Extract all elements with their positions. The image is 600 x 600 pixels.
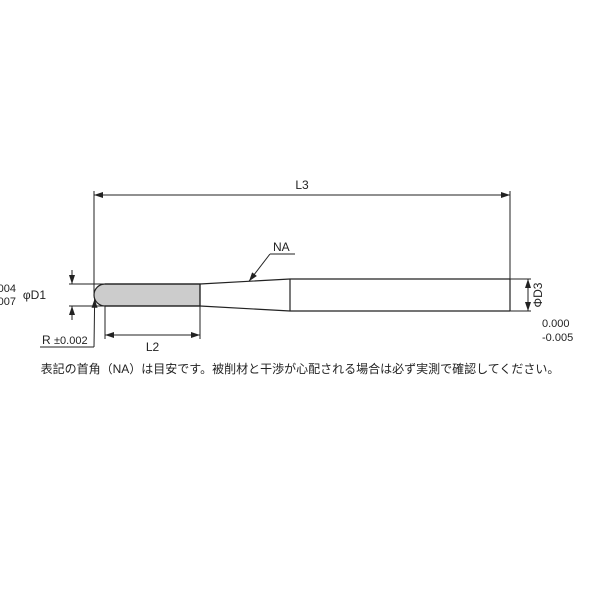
d1-tol-upper: -0.004: [0, 283, 16, 295]
d3-tol-lower: -0.005: [542, 332, 573, 344]
l3-label: L3: [295, 178, 309, 192]
r-label: R: [42, 333, 51, 347]
d3-label: ΦD3: [531, 282, 545, 307]
tool-tip-region: [94, 284, 200, 306]
outline-top: [105, 279, 510, 284]
d1-label: φD1: [23, 288, 46, 302]
r-tol: ±0.002: [54, 335, 88, 347]
na-label: NA: [273, 240, 290, 254]
outline-bottom: [105, 306, 510, 311]
l2-label: L2: [146, 340, 160, 354]
d1-tol-lower: -0.007: [0, 296, 16, 308]
d3-tol-upper: 0.000: [542, 318, 570, 330]
caption-text: 表記の首角（NA）は目安です。被削材と干渉が心配される場合は必ず実測で確認してく…: [41, 361, 560, 376]
